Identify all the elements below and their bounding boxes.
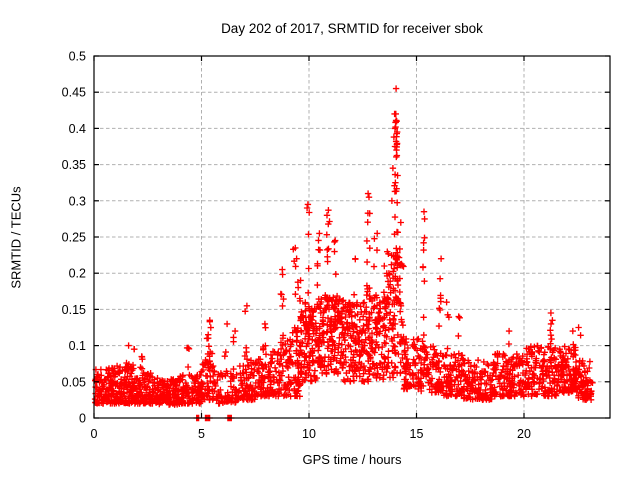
svg-text:5: 5 xyxy=(198,427,205,441)
svg-text:0.2: 0.2 xyxy=(69,267,86,281)
chart-title: Day 202 of 2017, SRMTID for receiver sbo… xyxy=(221,21,483,36)
svg-text:0.15: 0.15 xyxy=(62,303,86,317)
svg-text:10: 10 xyxy=(302,427,316,441)
svg-text:0.45: 0.45 xyxy=(62,86,86,100)
svg-text:0.4: 0.4 xyxy=(69,122,86,136)
tick-labels: 0 5 10 15 20 0 0.05 0.1 0.15 0.2 0.25 0.3 0.35 0.4 0.4… xyxy=(62,50,531,442)
svg-text:15: 15 xyxy=(410,427,424,441)
svg-text:0.5: 0.5 xyxy=(69,50,86,64)
svg-text:20: 20 xyxy=(517,427,531,441)
svg-text:0.3: 0.3 xyxy=(69,194,86,208)
svg-text:0: 0 xyxy=(91,427,98,441)
svg-text:0.35: 0.35 xyxy=(62,158,86,172)
svg-text:0.25: 0.25 xyxy=(62,231,86,245)
scatter-series xyxy=(91,85,596,422)
axis-ticks xyxy=(93,55,610,419)
svg-text:0: 0 xyxy=(79,412,86,426)
svg-text:0.1: 0.1 xyxy=(69,339,86,353)
x-axis-label: GPS time / hours xyxy=(302,452,402,467)
svg-text:0.05: 0.05 xyxy=(62,375,86,389)
